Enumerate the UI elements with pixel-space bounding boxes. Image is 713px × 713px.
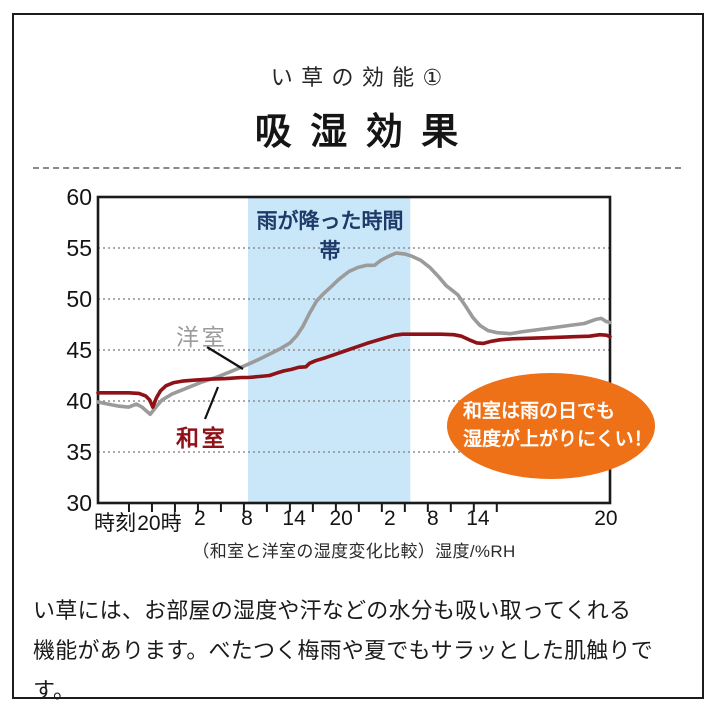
x-tick-label-20時: 20時 [137, 512, 182, 535]
y-tick-label-45: 45 [66, 337, 92, 363]
rain-band-label: 雨が降った時間帯 [256, 210, 404, 263]
y-tick-label-55: 55 [66, 235, 92, 261]
chart-caption: （和室と洋室の湿度変化比較）湿度/%RH [192, 542, 516, 561]
x-tick-label-14: 14 [282, 507, 306, 530]
series-line-japanese-room [96, 332, 612, 409]
y-tick-label-50: 50 [66, 286, 92, 312]
dashed-divider [33, 167, 681, 169]
series-label-japanese-room: 和室 [176, 425, 228, 451]
plot-border [96, 195, 612, 505]
leader-line-japanese-room [203, 386, 220, 420]
y-tick-label-30: 30 [66, 490, 92, 516]
y-tick-label-40: 40 [66, 388, 92, 414]
x-axis-title: 時刻 [94, 512, 136, 535]
series-label-western-room: 洋室 [176, 324, 228, 350]
outer-frame-border [12, 13, 704, 699]
callout-text-line1: 和室は雨の日でも [463, 400, 616, 422]
x-tick-label-20: 20 [329, 507, 353, 530]
x-tick-label-2: 2 [194, 507, 206, 530]
description-line1: い草には、お部屋の湿度や汗などの水分も吸い取ってくれる [33, 598, 632, 623]
page-title: 吸湿効果 [254, 111, 477, 152]
title-small: い草の効能① [270, 65, 451, 90]
description-line2: 機能があります。べたつく梅雨や夏でもサラッとした肌触りです。 [33, 638, 653, 703]
y-tick-label-35: 35 [66, 439, 92, 465]
x-tick-label-20: 20 [594, 507, 618, 530]
x-tick-label-14: 14 [466, 507, 490, 530]
leader-line-western-room [206, 346, 244, 370]
x-tick-label-8: 8 [241, 507, 253, 530]
series-line-western-room [96, 251, 612, 417]
callout-text-line2: 湿度が上がりにくい！ [463, 429, 653, 450]
callout-ellipse: 和室は雨の日でも 湿度が上がりにくい！ [447, 373, 655, 479]
x-tick-label-8: 8 [427, 507, 439, 530]
description-text: い草には、お部屋の湿度や汗などの水分も吸い取ってくれる 機能があります。べたつく… [33, 591, 693, 711]
y-tick-label-60: 60 [66, 184, 92, 210]
x-tick-label-2: 2 [383, 507, 396, 530]
